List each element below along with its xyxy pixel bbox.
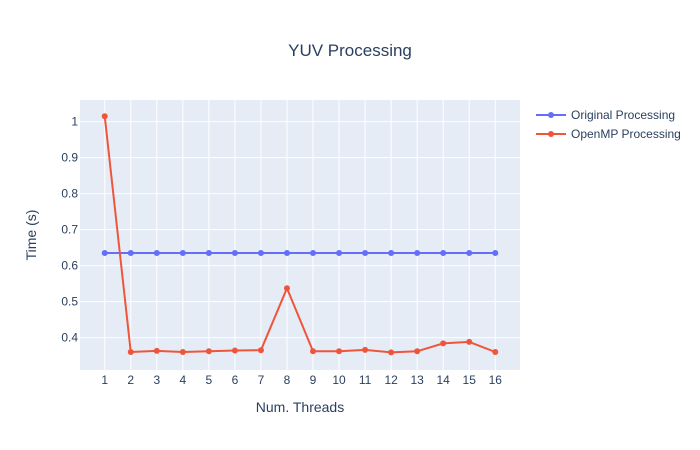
x-tick-label: 13 xyxy=(410,373,424,387)
y-axis-title: Time (s) xyxy=(23,210,39,261)
data-point[interactable] xyxy=(153,250,160,256)
x-tick-label: 6 xyxy=(232,373,239,387)
y-tick-labels: 0.4 0.5 0.6 0.7 0.8 0.9 1 xyxy=(61,115,78,345)
data-point[interactable] xyxy=(231,250,238,256)
y-tick-label: 0.6 xyxy=(61,259,78,273)
legend-label: OpenMP Processing xyxy=(571,127,681,141)
data-point[interactable] xyxy=(205,250,212,256)
data-point[interactable] xyxy=(231,347,238,354)
data-point[interactable] xyxy=(283,285,290,292)
legend[interactable]: Original Processing OpenMP Processing xyxy=(536,108,681,141)
data-point[interactable] xyxy=(362,346,369,353)
data-point[interactable] xyxy=(362,250,369,256)
series-2 xyxy=(101,113,499,356)
legend-swatch-marker xyxy=(548,131,554,137)
data-point[interactable] xyxy=(492,349,499,355)
legend-swatch-marker xyxy=(548,112,554,118)
data-point[interactable] xyxy=(101,250,108,256)
grid-layer xyxy=(80,100,520,370)
legend-item[interactable]: Original Processing xyxy=(536,108,675,122)
data-point[interactable] xyxy=(257,250,264,256)
series-line xyxy=(103,116,496,354)
series-layer xyxy=(101,113,499,356)
data-point[interactable] xyxy=(127,349,134,355)
data-point[interactable] xyxy=(205,348,212,355)
chart-title: YUV Processing xyxy=(288,41,412,60)
data-point[interactable] xyxy=(440,340,447,347)
x-tick-label: 15 xyxy=(463,373,477,387)
x-tick-label: 4 xyxy=(179,373,186,387)
legend-label: Original Processing xyxy=(571,108,675,122)
y-tick-label: 0.7 xyxy=(61,223,78,237)
data-point[interactable] xyxy=(179,250,186,256)
x-tick-label: 5 xyxy=(206,373,213,387)
data-point[interactable] xyxy=(101,113,108,120)
y-tick-label: 0.4 xyxy=(61,331,78,345)
x-tick-label: 2 xyxy=(127,373,134,387)
data-point[interactable] xyxy=(127,250,134,256)
x-tick-label: 8 xyxy=(284,373,291,387)
x-axis-title: Num. Threads xyxy=(256,399,344,415)
y-tick-label: 0.5 xyxy=(61,295,78,309)
data-point[interactable] xyxy=(388,250,395,256)
x-tick-label: 3 xyxy=(153,373,160,387)
x-tick-label: 11 xyxy=(359,373,372,387)
x-tick-labels: 1 2 3 4 5 6 7 8 9 10 11 12 13 14 15 16 xyxy=(101,373,502,387)
y-tick-label: 1 xyxy=(71,115,78,129)
data-point[interactable] xyxy=(414,348,421,355)
x-tick-label: 14 xyxy=(437,373,451,387)
series-1 xyxy=(101,250,499,256)
data-point[interactable] xyxy=(310,348,317,355)
x-tick-label: 7 xyxy=(258,373,265,387)
y-tick-label: 0.9 xyxy=(61,151,78,165)
data-point[interactable] xyxy=(388,349,395,356)
data-point[interactable] xyxy=(466,338,473,345)
data-point[interactable] xyxy=(414,250,421,256)
data-point[interactable] xyxy=(492,250,499,256)
data-point[interactable] xyxy=(283,250,290,256)
legend-item[interactable]: OpenMP Processing xyxy=(536,127,681,141)
data-point[interactable] xyxy=(336,348,343,355)
data-point[interactable] xyxy=(466,250,473,256)
data-point[interactable] xyxy=(440,250,447,256)
plot-area xyxy=(80,100,520,370)
x-tick-label: 9 xyxy=(310,373,317,387)
data-point[interactable] xyxy=(153,347,160,354)
x-tick-label: 12 xyxy=(384,373,398,387)
data-point[interactable] xyxy=(257,347,264,354)
data-point[interactable] xyxy=(336,250,343,256)
y-tick-label: 0.8 xyxy=(61,187,78,201)
x-tick-label: 1 xyxy=(101,373,108,387)
data-point[interactable] xyxy=(310,250,317,256)
data-point[interactable] xyxy=(179,349,186,355)
x-tick-label: 16 xyxy=(489,373,503,387)
x-tick-label: 10 xyxy=(332,373,346,387)
